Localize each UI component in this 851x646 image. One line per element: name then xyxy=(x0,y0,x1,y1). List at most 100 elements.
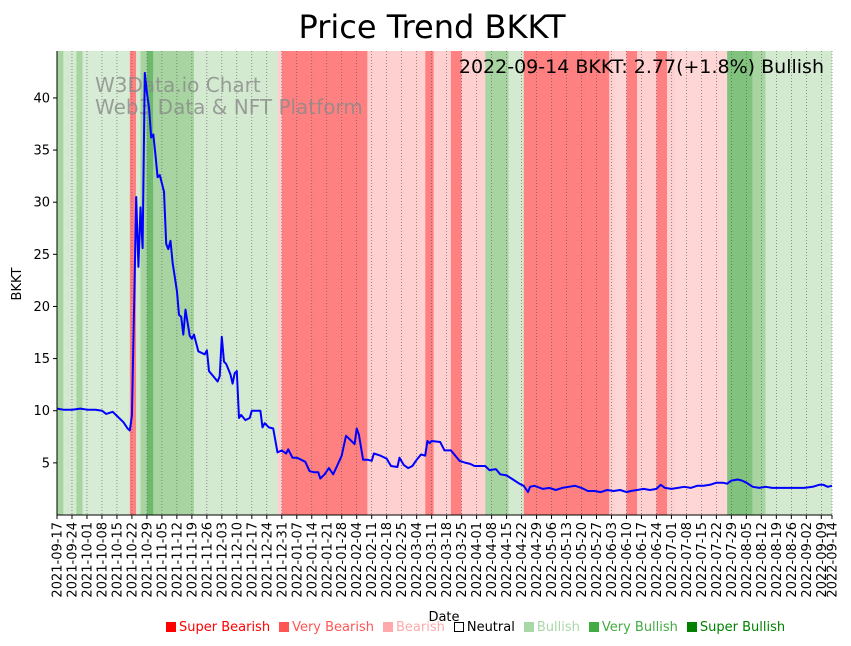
sentiment-band xyxy=(765,51,777,515)
legend-swatch xyxy=(588,622,599,632)
x-tick-label: 2021-12-17 xyxy=(245,522,260,598)
y-axis-label: BKKT xyxy=(10,267,25,300)
sentiment-bands xyxy=(57,51,832,515)
x-axis-label: Date xyxy=(428,610,459,625)
legend-item: Very Bearish xyxy=(279,620,374,635)
price-series xyxy=(56,71,833,494)
x-tick-label: 2021-10-22 xyxy=(125,522,140,598)
sentiment-band xyxy=(523,51,588,515)
sentiment-band xyxy=(485,51,509,515)
sentiment-band xyxy=(146,51,154,515)
x-tick-label: 2022-08-26 xyxy=(785,522,800,598)
sentiment-band xyxy=(587,51,610,515)
x-tick-label: 2022-07-29 xyxy=(725,522,740,598)
sentiment-band xyxy=(76,51,83,515)
sentiment-band xyxy=(626,51,638,515)
legend-label: Neutral xyxy=(466,620,515,635)
legend-label: Super Bearish xyxy=(179,620,271,635)
price-annotation: 2022-09-14 BKKT: 2.77(+1.8%) Bullish xyxy=(459,56,824,78)
legend-item: Bullish xyxy=(523,620,580,635)
x-tick-label: 2022-08-12 xyxy=(755,522,770,598)
sentiment-band xyxy=(194,51,278,515)
x-tick-label: 2022-07-15 xyxy=(695,522,710,598)
x-tick-label: 2021-12-10 xyxy=(230,522,245,598)
sentiment-band xyxy=(140,51,147,515)
x-tick-label: 2022-05-06 xyxy=(545,522,560,598)
legend-swatch xyxy=(686,622,697,632)
sentiment-band xyxy=(63,51,77,515)
x-tick-label: 2022-06-03 xyxy=(605,522,620,598)
sentiment-band xyxy=(425,51,434,515)
legend-item: Super Bullish xyxy=(686,620,786,635)
sentiment-band xyxy=(136,51,141,515)
x-tick-label: 2022-07-08 xyxy=(680,522,695,598)
sentiment-band xyxy=(752,51,766,515)
sentiment-band xyxy=(508,51,524,515)
sentiment-band xyxy=(727,51,753,515)
sentiment-band xyxy=(129,51,137,515)
x-tick-label: 2022-04-15 xyxy=(500,522,515,598)
sentiment-legend: Super Bearish Very Bearish Bearish Neutral B… xyxy=(166,620,794,635)
legend-item: Super Bearish xyxy=(166,620,270,635)
sentiment-band xyxy=(367,51,426,515)
legend-swatch xyxy=(382,622,393,632)
legend-label: Bearish xyxy=(395,620,445,635)
x-tick-label: 2021-11-26 xyxy=(200,522,215,598)
legend-item: Very Bullish xyxy=(588,620,678,635)
legend-swatch xyxy=(453,622,464,632)
x-tick-label: 2022-08-19 xyxy=(770,522,785,598)
x-tick-label: 2022-04-29 xyxy=(530,522,545,598)
legend-label: Very Bearish xyxy=(292,620,374,635)
x-tick-label: 2022-09-02 xyxy=(800,522,815,598)
x-tick-label: 2022-06-24 xyxy=(650,522,665,598)
sentiment-band xyxy=(450,51,462,515)
x-tick-label: 2021-12-03 xyxy=(215,522,230,598)
x-tick-label: 2022-05-27 xyxy=(590,522,605,598)
x-tick-label: 2022-02-18 xyxy=(380,522,395,598)
sentiment-band xyxy=(615,51,627,515)
legend-swatch xyxy=(166,622,176,632)
x-tick-label: 2022-05-20 xyxy=(575,522,590,598)
x-tick-label: 2022-06-17 xyxy=(635,522,650,598)
x-tick-label: 2022-06-10 xyxy=(620,522,635,598)
x-tick-label: 2022-01-07 xyxy=(290,522,305,598)
x-tick-label: 2022-05-13 xyxy=(560,522,575,598)
x-tick-label: 2021-11-05 xyxy=(155,522,170,598)
x-tick-label: 2022-07-01 xyxy=(665,522,680,598)
x-tick-label: 2021-12-31 xyxy=(275,522,290,598)
legend-swatch xyxy=(279,622,290,632)
x-tick-label: 2022-03-18 xyxy=(440,522,455,598)
sentiment-band xyxy=(637,51,657,515)
x-tick-label: 2022-09-09 xyxy=(815,522,830,598)
x-tick-label: 2021-11-12 xyxy=(170,522,185,598)
legend-label: Very Bullish xyxy=(601,620,678,635)
sentiment-band xyxy=(277,51,282,515)
watermark-line-1: W3Data.io Chart xyxy=(95,73,261,97)
x-ticks: 2021-09-17 2021-09-24 2021-10-01 2021-10-08… xyxy=(51,515,841,598)
y-tick-label: 20 xyxy=(33,300,50,315)
x-tick-label: 2021-10-29 xyxy=(140,522,155,598)
y-tick-label: 25 xyxy=(33,248,50,263)
x-tick-label: 2022-02-11 xyxy=(365,522,380,598)
x-tick-label: 2022-03-25 xyxy=(455,522,470,598)
x-tick-label: 2021-10-15 xyxy=(110,522,125,598)
legend-item: Bearish xyxy=(382,620,445,635)
x-tick-label: 2021-12-24 xyxy=(260,522,275,598)
sentiment-band xyxy=(609,51,616,515)
x-tick-label: 2022-02-04 xyxy=(350,522,365,598)
x-tick-label: 2022-04-08 xyxy=(485,522,500,598)
x-tick-label: 2022-01-28 xyxy=(335,522,350,598)
x-tick-label: 2022-09-14 xyxy=(826,522,841,598)
legend-label: Bullish xyxy=(536,620,580,635)
y-ticks: 5 10 15 20 25 30 35 40 xyxy=(33,91,57,471)
x-tick-label: 2022-02-25 xyxy=(395,522,410,598)
sentiment-band xyxy=(281,51,368,515)
sentiment-band xyxy=(656,51,668,515)
legend-label: Super Bullish xyxy=(699,620,786,635)
sentiment-band xyxy=(776,51,832,515)
x-tick-label: 2021-10-08 xyxy=(95,522,110,598)
y-tick-label: 40 xyxy=(33,91,50,106)
y-tick-label: 5 xyxy=(42,456,50,471)
x-tick-label: 2022-07-22 xyxy=(710,522,725,598)
